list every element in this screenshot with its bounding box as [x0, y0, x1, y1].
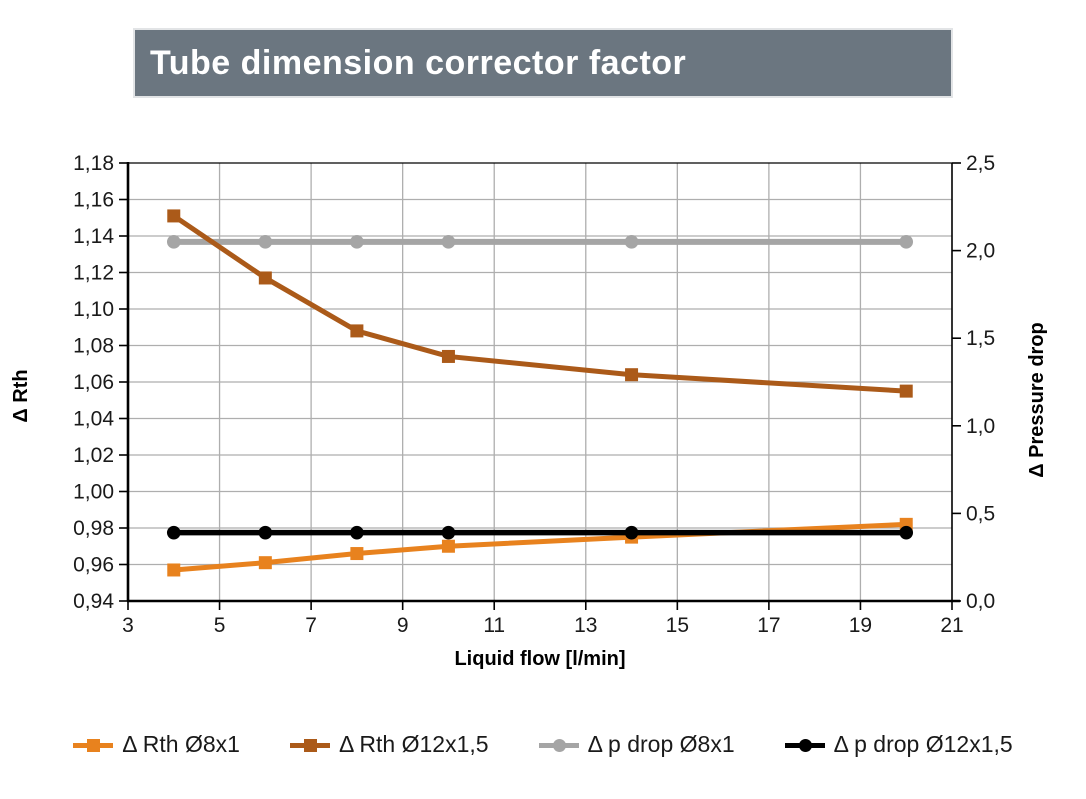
left-tick-label: 1,02 [73, 444, 114, 467]
legend-item-pdrop-8x1: Δ p drop Ø8x1 [538, 731, 735, 758]
bottom-tick-label: 13 [574, 614, 597, 637]
series-0 [167, 517, 913, 577]
left-tick-label: 1,06 [73, 371, 114, 394]
square-marker-icon [167, 563, 181, 577]
circle-marker-icon [166, 525, 181, 540]
circle-marker-icon [258, 235, 273, 249]
square-marker-icon [441, 539, 455, 553]
bottom-tick-label: 3 [122, 614, 134, 637]
right-tick-label: 2,5 [966, 152, 995, 175]
bottom-tick-label: 5 [214, 614, 226, 637]
axis-titles: Liquid flow [l/min] Δ Rth Δ Pressure drop [10, 322, 1048, 670]
page-title: Tube dimension corrector factor [150, 43, 687, 82]
axis-tick-labels: 0,94 0,96 0,98 1,00 1,02 1,04 1,06 1,08 1,10 1,12… [73, 152, 995, 637]
legend-item-rth-12x1-5: Δ Rth Ø12x1,5 [289, 731, 489, 758]
series-1 [167, 209, 913, 398]
right-tick-label: 1,5 [966, 327, 995, 350]
circle-marker-icon [166, 235, 181, 249]
bottom-tick-label: 17 [757, 614, 780, 637]
legend-item-pdrop-12x1-5: Δ p drop Ø12x1,5 [784, 731, 1013, 758]
legend-swatch [538, 737, 579, 753]
circle-marker-icon [350, 235, 364, 249]
legend-swatch [289, 737, 330, 753]
right-axis-title: Δ Pressure drop [1026, 322, 1048, 478]
square-marker-icon [899, 384, 913, 398]
right-tick-label: 0,0 [966, 590, 995, 613]
square-marker-icon [625, 368, 639, 382]
right-tick-label: 2,0 [966, 240, 995, 263]
left-axis-title: Δ Rth [10, 369, 32, 422]
circle-marker-icon [441, 235, 456, 249]
circle-marker-icon [350, 525, 364, 540]
left-tick-label: 1,14 [73, 225, 114, 248]
x-axis-title: Liquid flow [l/min] [454, 648, 625, 670]
series-3 [166, 525, 914, 540]
bottom-tick-label: 15 [666, 614, 689, 637]
circle-marker-icon [798, 738, 812, 752]
circle-marker-icon [258, 525, 273, 540]
legend-label: Δ p drop Ø12x1,5 [833, 731, 1013, 757]
square-marker-icon [350, 547, 364, 561]
legend-label: Δ Rth Ø8x1 [122, 731, 240, 757]
legend-label: Δ p drop Ø8x1 [587, 731, 735, 757]
left-tick-label: 1,16 [73, 189, 114, 212]
left-tick-label: 1,18 [73, 152, 114, 175]
square-marker-icon [258, 271, 272, 285]
square-marker-icon [350, 324, 364, 338]
circle-marker-icon [441, 525, 456, 540]
left-tick-label: 1,10 [73, 298, 114, 321]
series-2 [166, 235, 914, 249]
circle-marker-icon [624, 235, 639, 249]
left-tick-label: 1,08 [73, 335, 114, 358]
circle-marker-icon [899, 525, 914, 540]
bottom-tick-label: 7 [305, 614, 317, 637]
square-marker-icon [303, 738, 317, 752]
legend-swatch [784, 737, 825, 753]
left-tick-label: 0,98 [73, 517, 114, 540]
circle-marker-icon [899, 235, 914, 249]
square-marker-icon [441, 349, 455, 363]
series-line [171, 213, 909, 394]
right-tick-label: 0,5 [966, 502, 995, 525]
circle-marker-icon [552, 738, 566, 752]
left-tick-label: 0,94 [73, 590, 114, 613]
left-tick-label: 0,96 [73, 554, 114, 577]
legend-label: Δ Rth Ø12x1,5 [338, 731, 489, 757]
right-tick-label: 1,0 [966, 415, 995, 438]
legend-item-rth-8x1: Δ Rth Ø8x1 [73, 731, 240, 758]
title-banner: Tube dimension corrector factor [133, 28, 953, 98]
chart-legend: Δ Rth Ø8x1 Δ Rth Ø12x1,5 Δ p drop Ø8x1 Δ… [0, 731, 1086, 758]
left-tick-label: 1,12 [73, 262, 114, 285]
square-marker-icon [87, 738, 101, 752]
bottom-tick-label: 21 [940, 614, 963, 637]
axis-ticks [119, 162, 961, 610]
circle-marker-icon [624, 525, 639, 540]
bottom-tick-label: 19 [849, 614, 872, 637]
legend-swatch [73, 737, 114, 753]
left-tick-label: 1,00 [73, 481, 114, 504]
square-marker-icon [167, 209, 181, 223]
bottom-tick-label: 9 [397, 614, 409, 637]
square-marker-icon [258, 556, 272, 570]
left-tick-label: 1,04 [73, 408, 114, 431]
bottom-tick-label: 11 [483, 614, 505, 637]
